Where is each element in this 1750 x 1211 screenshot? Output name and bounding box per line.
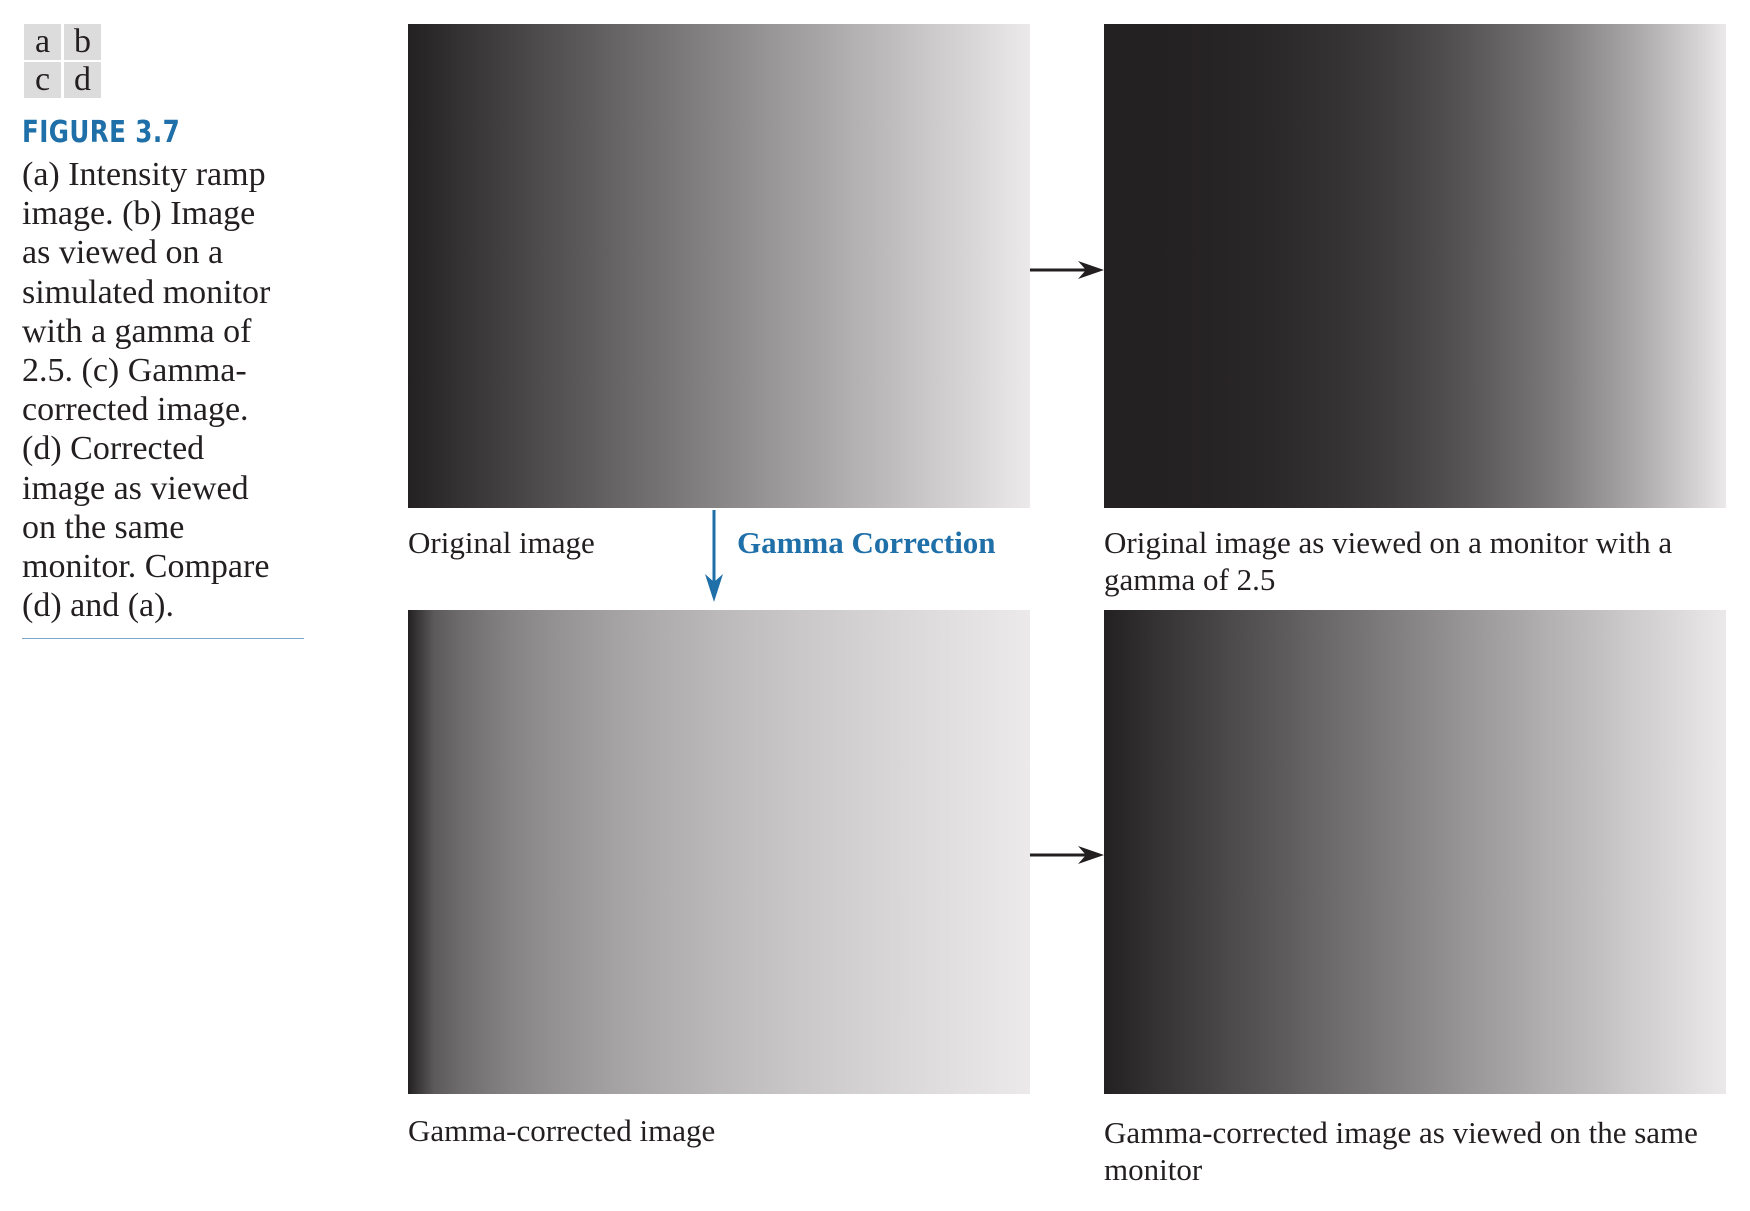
corrected-monitor-image — [1104, 610, 1726, 1094]
figure-label: FIGURE 3.7 — [22, 115, 181, 150]
caption-line: as viewed on a — [22, 234, 224, 272]
caption-line: (d) Corrected — [22, 430, 205, 468]
caption-line: (d) and (a). — [22, 587, 174, 625]
caption-line: on the same — [22, 508, 185, 546]
caption-line: 2.5. (c) Gamma- — [22, 352, 247, 390]
caption-line: monitor. Compare — [22, 548, 270, 586]
caption-line: (a) Intensity ramp — [22, 156, 266, 193]
panel-letter-b: b — [64, 24, 101, 60]
panel-c-caption: Gamma-corrected image — [408, 1113, 716, 1148]
gamma-correction-label: Gamma Correction — [737, 525, 996, 560]
panel-letter-d: d — [64, 62, 101, 98]
caption-line: simulated monitor — [22, 273, 271, 311]
caption-divider — [22, 638, 304, 639]
gamma-corrected-image — [408, 610, 1030, 1094]
caption-line: with a gamma of — [22, 312, 252, 350]
caption-line: image. (b) Image — [22, 195, 256, 233]
panel-b-caption: Original image as viewed on a monitor wi… — [1104, 525, 1673, 597]
caption-line: image as viewed — [22, 469, 249, 507]
down-arrow-icon — [705, 510, 723, 602]
monitor-simulated-image — [1104, 24, 1726, 508]
panel-letter-a: a — [24, 24, 61, 60]
panel-d-caption: Gamma-corrected image as viewed on the s… — [1104, 1115, 1698, 1187]
panel-a-caption: Original image — [408, 525, 595, 560]
intensity-ramp-image — [408, 24, 1030, 508]
caption-line: corrected image. — [22, 391, 249, 429]
right-arrow-icon — [1030, 846, 1104, 864]
panel-letter-c: c — [24, 62, 61, 98]
figure-caption: (a) Intensity ramp image. (b) Image as v… — [22, 155, 312, 625]
right-arrow-icon — [1030, 261, 1104, 279]
